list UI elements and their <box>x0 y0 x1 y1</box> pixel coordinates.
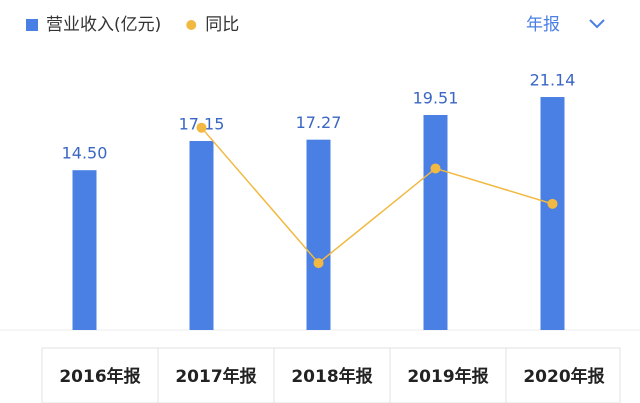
point <box>196 122 207 133</box>
bar <box>72 170 97 330</box>
bar <box>540 97 565 331</box>
legend-swatch <box>186 20 197 30</box>
chevron[interactable] <box>589 19 605 29</box>
line <box>200 127 553 265</box>
bar <box>423 114 448 330</box>
x-tick-label: 2020年报 <box>523 366 604 387</box>
legend-swatch <box>26 19 38 31</box>
period-selector[interactable]: 年报 <box>526 15 605 35</box>
data-label: 19.51 <box>413 88 459 107</box>
data-label: 14.50 <box>62 144 108 163</box>
x-tick-label: 2017年报 <box>175 366 256 387</box>
point <box>547 198 558 209</box>
period-label[interactable]: 年报 <box>526 15 560 35</box>
bar <box>189 141 214 330</box>
x-tick-label: 2019年报 <box>407 366 488 387</box>
data-label: 21.14 <box>530 71 576 90</box>
point <box>313 258 324 269</box>
x-tick-label: 2016年报 <box>59 366 140 387</box>
point <box>430 163 441 174</box>
data-label: 17.27 <box>296 113 342 132</box>
legend-label: 同比 <box>205 15 239 35</box>
table-frame <box>41 347 621 403</box>
x-tick-label: 2018年报 <box>291 366 372 387</box>
bar <box>306 139 331 330</box>
legend-label: 营业收入(亿元) <box>46 15 161 35</box>
